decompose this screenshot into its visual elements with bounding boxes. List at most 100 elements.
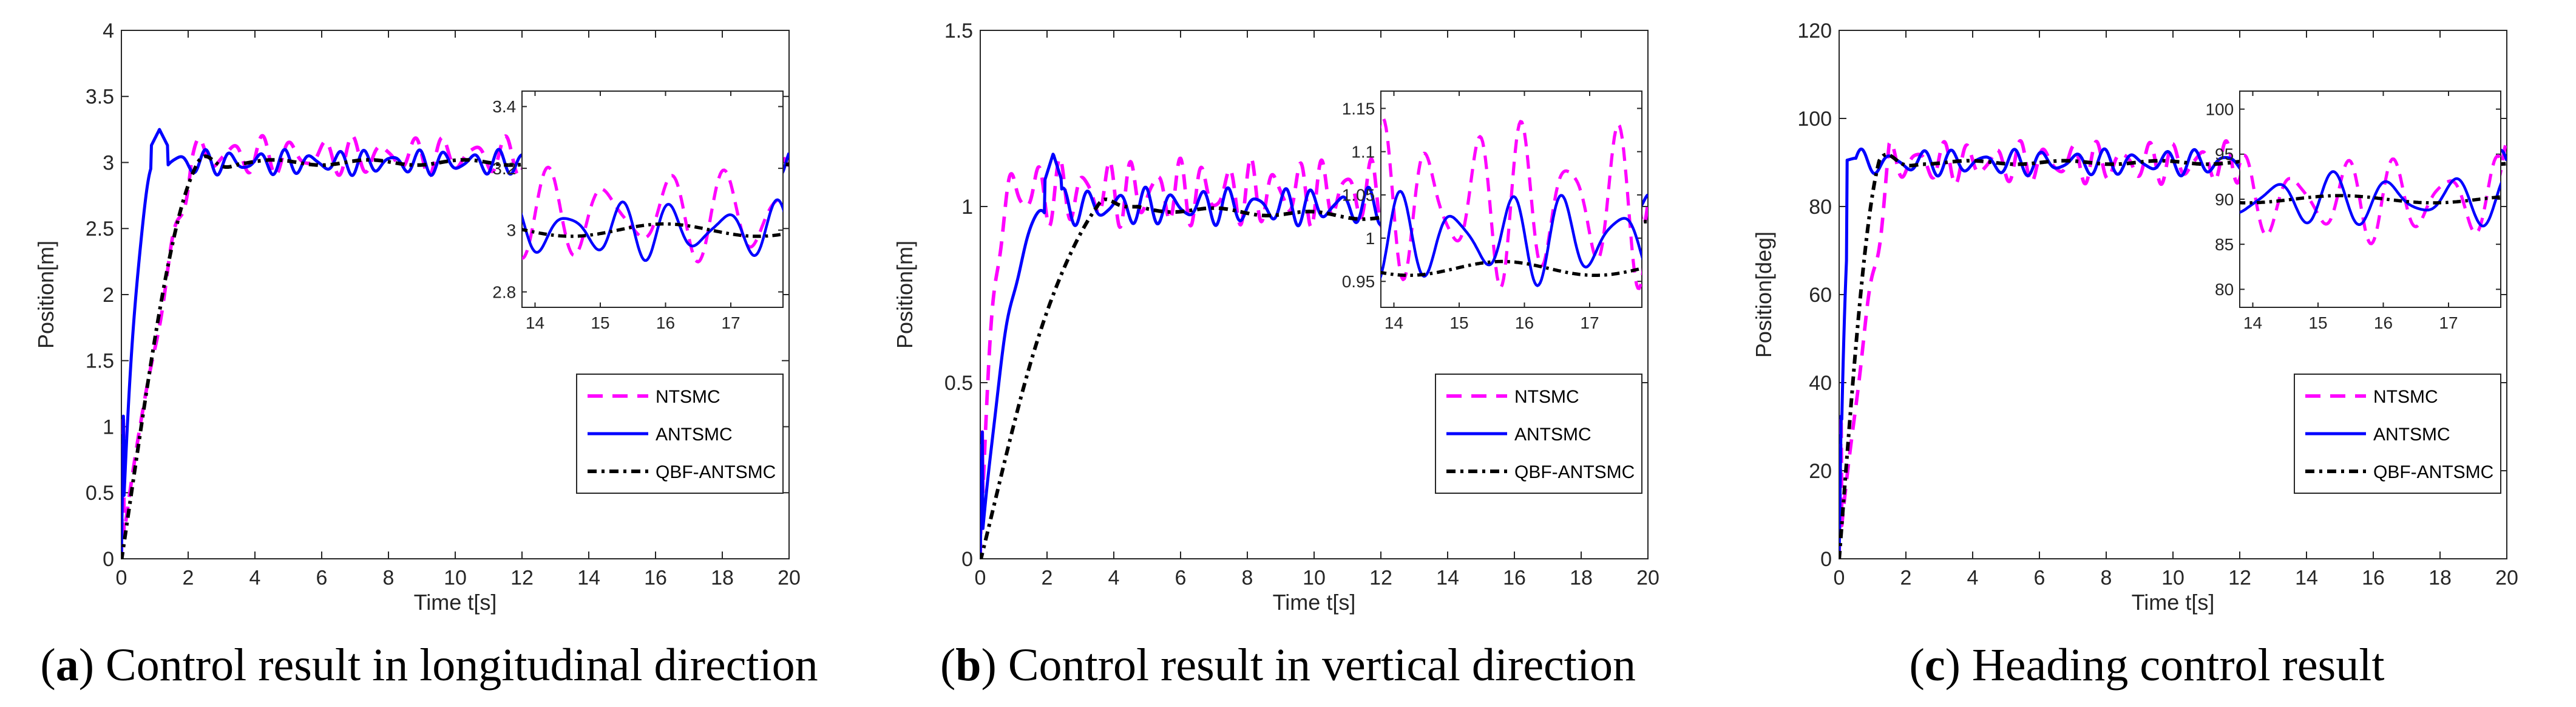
main-xtick-label: 18 [1570, 567, 1593, 590]
main-xtick-label: 0 [116, 567, 127, 590]
inset-ytick-label: 1.15 [1342, 99, 1375, 118]
inset-axes: 14 15 16 17 80 85 90 95 100 [2205, 91, 2501, 332]
legend: NTSMC ANTSMC QBF-ANTSMC [2294, 374, 2501, 494]
main-ytick-label: 0 [1820, 548, 1832, 571]
inset-xtick-label: 15 [2308, 313, 2327, 332]
inset-frame [521, 91, 784, 308]
inset-xtick-label: 17 [1580, 313, 1599, 332]
chart-a-svg: 0 2 4 6 8 10 12 14 16 18 20 0 0.5 1 1.5 2 2.5 3 3.5 4 Time t… [33, 19, 801, 615]
main-xtick-label: 8 [1242, 567, 1253, 590]
main-xtick-label: 20 [1636, 567, 1659, 590]
inset-ytick-label: 100 [2205, 100, 2234, 118]
main-xtick-label: 10 [444, 567, 467, 590]
main-ytick-label: 0 [103, 548, 114, 571]
legend-label-ntsmc: NTSMC [656, 387, 720, 407]
main-ytick-label: 1.5 [86, 350, 114, 373]
legend-label-ntsmc: NTSMC [1514, 387, 1579, 407]
main-xtick-label: 14 [577, 567, 600, 590]
inset-xtick-label: 14 [1385, 313, 1403, 332]
main-xtick-label: 20 [2495, 567, 2518, 590]
main-series-ntsmc [980, 155, 1648, 559]
main-xtick-label: 20 [778, 567, 801, 590]
chart-b-svg: 0 2 4 6 8 10 12 14 16 18 20 0 0.5 1 1.5 Time t[s] Positi… [892, 19, 1659, 615]
legend-label-qbf: QBF-ANTSMC [1514, 462, 1635, 482]
main-xtick-label: 2 [183, 567, 194, 590]
y-axis-label: Position[m] [892, 241, 917, 349]
inset-ytick-label: 90 [2215, 190, 2234, 209]
main-xtick-label: 4 [1967, 567, 1979, 590]
main-ytick-label: 80 [1809, 196, 1832, 219]
main-xtick-label: 2 [1900, 567, 1912, 590]
caption-letter: a [55, 640, 79, 691]
main-xtick-label: 4 [249, 567, 261, 590]
legend-label-antsmc: ANTSMC [2373, 425, 2450, 445]
inset-series-qbf [522, 222, 783, 238]
inset-ytick-label: 0.95 [1342, 272, 1375, 291]
inset-xtick-label: 14 [2243, 313, 2262, 332]
main-xtick-label: 6 [2034, 567, 2046, 590]
inset-ytick-label: 1 [1366, 229, 1375, 248]
inset-ytick-label: 95 [2215, 145, 2234, 164]
main-ytick-label: 1.5 [944, 19, 973, 43]
inset-xtick-label: 15 [591, 313, 609, 332]
inset-xtick-label: 17 [2439, 313, 2458, 332]
legend-label-ntsmc: NTSMC [2373, 387, 2438, 407]
main-xtick-label: 12 [1369, 567, 1392, 590]
main-xtick-label: 12 [2228, 567, 2251, 590]
chart-panel-b: 0 2 4 6 8 10 12 14 16 18 20 0 0.5 1 1.5 Time t[s] Positi… [859, 0, 1717, 707]
x-axis-label: Time t[s] [414, 590, 497, 615]
chart-panel-a: 0 2 4 6 8 10 12 14 16 18 20 0 0.5 1 1.5 2 2.5 3 3.5 4 Time t… [0, 0, 858, 707]
inset-series-antsmc [2240, 170, 2501, 228]
legend: NTSMC ANTSMC QBF-ANTSMC [576, 374, 784, 494]
inset-xtick-label: 17 [721, 313, 740, 332]
inset-ytick-label: 3 [507, 221, 517, 240]
main-xtick-label: 16 [2362, 567, 2385, 590]
inset-ytick-label: 2.8 [492, 282, 516, 301]
caption-c: (c) Heading control result [1909, 640, 2385, 691]
y-axis-label: Position[deg] [1751, 231, 1776, 358]
caption-a: (a) Control result in longitudinal direc… [40, 640, 818, 691]
main-ytick-label: 0.5 [86, 482, 114, 505]
main-ytick-label: 3 [103, 151, 114, 174]
inset-xtick-label: 16 [2374, 313, 2393, 332]
inset-series-qbf [2240, 194, 2501, 205]
main-ytick-label: 4 [103, 19, 114, 43]
legend-label-qbf: QBF-ANTSMC [2373, 462, 2493, 482]
chart-c-svg: 0 2 4 6 8 10 12 14 16 18 20 0 20 40 60 80 100 120 Time t[s… [1751, 19, 2518, 615]
main-xtick-label: 10 [2161, 567, 2185, 590]
x-axis-label: Time t[s] [1273, 590, 1356, 615]
main-ytick-label: 100 [1797, 108, 1832, 131]
main-ytick-label: 1 [961, 196, 973, 219]
inset-xtick-label: 14 [526, 313, 544, 332]
main-ytick-label: 1 [103, 415, 114, 439]
main-xtick-label: 6 [316, 567, 328, 590]
main-xtick-label: 10 [1303, 567, 1326, 590]
main-xtick-label: 18 [2429, 567, 2452, 590]
main-xtick-label: 16 [644, 567, 667, 590]
caption-text: Control result in vertical direction [1008, 640, 1636, 691]
main-ytick-label: 60 [1809, 284, 1832, 307]
main-xtick-label: 8 [2101, 567, 2112, 590]
caption-text: Heading control result [1971, 640, 2385, 691]
main-ytick-label: 0.5 [944, 372, 973, 395]
main-ytick-label: 40 [1809, 372, 1832, 395]
main-xtick-label: 14 [1436, 567, 1459, 590]
main-ytick-label: 20 [1809, 460, 1832, 483]
inset-ytick-label: 1.05 [1342, 186, 1375, 205]
main-xtick-label: 12 [510, 567, 534, 590]
main-ytick-label: 3.5 [86, 86, 114, 109]
main-xtick-label: 0 [975, 567, 986, 590]
legend-label-qbf: QBF-ANTSMC [656, 462, 776, 482]
inset-series-ntsmc [2240, 154, 2501, 245]
main-ytick-label: 120 [1797, 19, 1832, 43]
inset-ytick-label: 3.4 [492, 97, 516, 116]
caption-b: (b) Control result in vertical direction [940, 640, 1636, 691]
main-ytick-label: 0 [961, 548, 973, 571]
inset-series-qbf [1381, 259, 1642, 277]
inset-ytick-label: 85 [2215, 235, 2234, 254]
inset-xtick-label: 16 [656, 313, 675, 332]
x-axis-label: Time t[s] [2132, 590, 2215, 615]
main-xtick-label: 2 [1042, 567, 1053, 590]
main-xtick-label: 6 [1175, 567, 1187, 590]
legend-label-antsmc: ANTSMC [1514, 425, 1591, 445]
